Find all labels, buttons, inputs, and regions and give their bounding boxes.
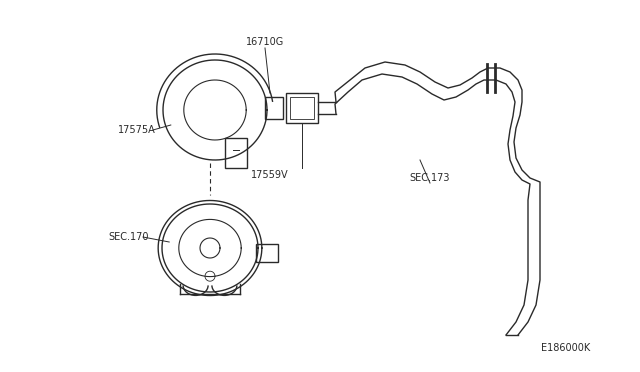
Text: 16710G: 16710G (246, 37, 284, 47)
Bar (286, 93, 318, 123)
Text: 17559V: 17559V (251, 170, 289, 180)
Text: SEC.170: SEC.170 (108, 232, 148, 242)
Bar (290, 97, 314, 119)
Bar (255, 244, 278, 262)
Bar (225, 138, 247, 167)
Bar (265, 97, 283, 119)
Text: E186000K: E186000K (541, 343, 590, 353)
Text: SEC.173: SEC.173 (410, 173, 451, 183)
Text: 17575A: 17575A (118, 125, 156, 135)
